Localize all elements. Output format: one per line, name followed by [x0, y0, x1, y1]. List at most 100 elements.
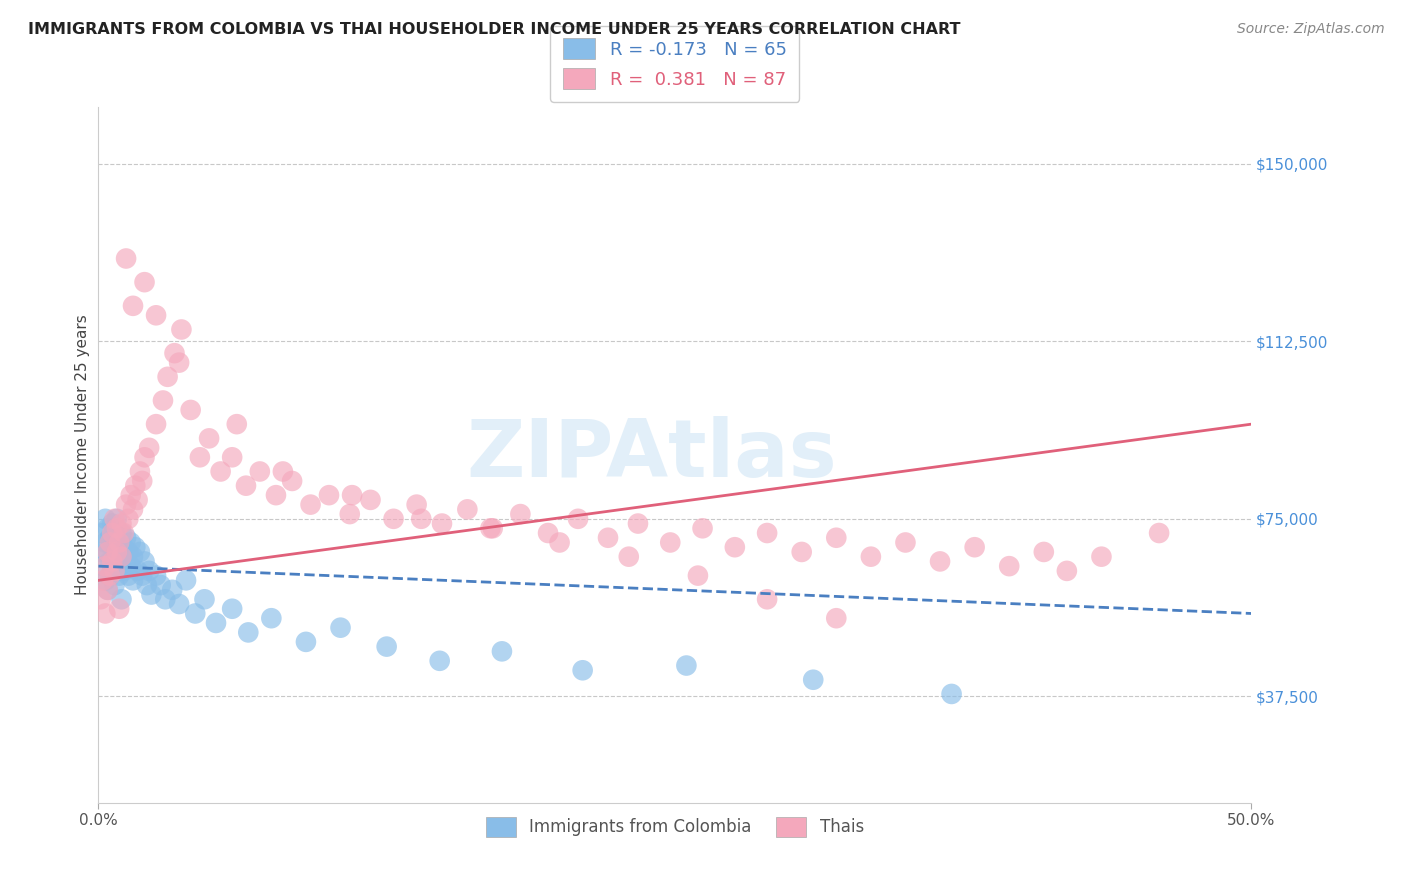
Point — [724, 540, 747, 554]
Point — [97, 545, 120, 559]
Point — [209, 465, 232, 479]
Point — [115, 531, 138, 545]
Point — [110, 592, 132, 607]
Point — [152, 393, 174, 408]
Point — [155, 592, 177, 607]
Point — [339, 507, 361, 521]
Point — [295, 635, 318, 649]
Point — [430, 516, 453, 531]
Point — [117, 512, 139, 526]
Point — [98, 568, 121, 582]
Point — [105, 535, 128, 549]
Point — [491, 644, 513, 658]
Point — [271, 465, 294, 479]
Point — [122, 574, 145, 588]
Point — [127, 492, 149, 507]
Point — [134, 275, 156, 289]
Point — [167, 356, 190, 370]
Point — [103, 549, 125, 564]
Point — [110, 526, 132, 541]
Point — [101, 564, 124, 578]
Point — [97, 521, 120, 535]
Point — [120, 488, 142, 502]
Point — [174, 574, 197, 588]
Point — [117, 545, 139, 559]
Point — [571, 663, 593, 677]
Point — [375, 640, 398, 654]
Point — [115, 554, 138, 568]
Point — [167, 597, 190, 611]
Point — [103, 578, 125, 592]
Point — [112, 564, 135, 578]
Point — [103, 526, 125, 541]
Point — [103, 564, 125, 578]
Point — [90, 545, 112, 559]
Point — [160, 582, 183, 597]
Point — [145, 417, 167, 432]
Point — [264, 488, 287, 502]
Point — [567, 512, 589, 526]
Point — [188, 450, 211, 465]
Point — [91, 559, 114, 574]
Point — [894, 535, 917, 549]
Point — [98, 554, 121, 568]
Point — [299, 498, 322, 512]
Point — [122, 502, 145, 516]
Point — [145, 308, 167, 322]
Point — [98, 531, 121, 545]
Point — [1090, 549, 1112, 564]
Point — [170, 322, 193, 336]
Point — [91, 574, 114, 588]
Point — [825, 531, 848, 545]
Point — [617, 549, 640, 564]
Point — [221, 601, 243, 615]
Point — [801, 673, 824, 687]
Point — [90, 592, 112, 607]
Point — [429, 654, 451, 668]
Point — [91, 526, 114, 541]
Point — [101, 540, 124, 554]
Point — [97, 545, 120, 559]
Point — [340, 488, 363, 502]
Point — [115, 498, 138, 512]
Point — [122, 299, 145, 313]
Point — [929, 554, 952, 568]
Point — [790, 545, 813, 559]
Point — [124, 540, 146, 554]
Point — [180, 403, 202, 417]
Point — [481, 521, 503, 535]
Point — [825, 611, 848, 625]
Point — [198, 431, 221, 445]
Point — [101, 516, 124, 531]
Point — [110, 516, 132, 531]
Point — [94, 535, 117, 549]
Point — [686, 568, 709, 582]
Point — [105, 545, 128, 559]
Text: Source: ZipAtlas.com: Source: ZipAtlas.com — [1237, 22, 1385, 37]
Point — [659, 535, 682, 549]
Point — [122, 549, 145, 564]
Point — [134, 554, 156, 568]
Point — [1147, 526, 1170, 541]
Point — [103, 512, 125, 526]
Point — [260, 611, 283, 625]
Point — [94, 574, 117, 588]
Point — [998, 559, 1021, 574]
Point — [382, 512, 405, 526]
Point — [238, 625, 260, 640]
Point — [756, 592, 779, 607]
Point — [131, 474, 153, 488]
Point — [97, 582, 120, 597]
Point — [963, 540, 986, 554]
Point — [225, 417, 247, 432]
Point — [149, 578, 172, 592]
Point — [98, 568, 121, 582]
Point — [135, 578, 157, 592]
Point — [281, 474, 304, 488]
Point — [692, 521, 714, 535]
Point — [456, 502, 478, 516]
Text: IMMIGRANTS FROM COLOMBIA VS THAI HOUSEHOLDER INCOME UNDER 25 YEARS CORRELATION C: IMMIGRANTS FROM COLOMBIA VS THAI HOUSEHO… — [28, 22, 960, 37]
Point — [1056, 564, 1078, 578]
Point — [94, 607, 117, 621]
Point — [98, 535, 121, 549]
